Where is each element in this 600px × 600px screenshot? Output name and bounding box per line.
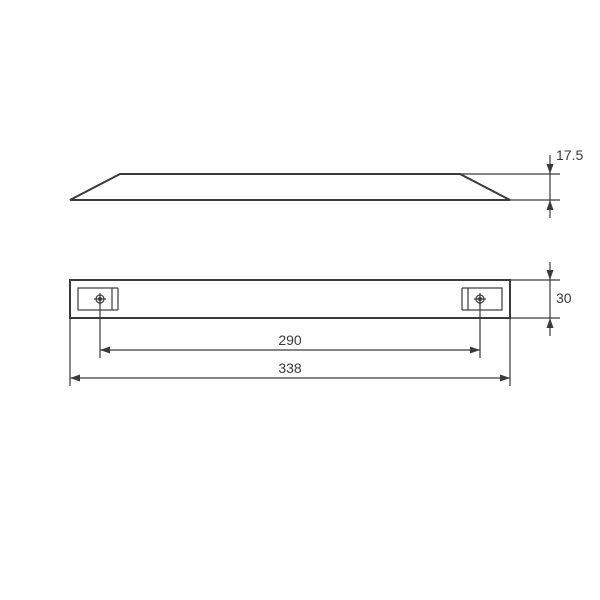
side-view: 17.5 xyxy=(70,147,583,218)
dim-side-height-label: 17.5 xyxy=(556,147,583,163)
dim-front-height: 30 xyxy=(510,262,572,336)
technical-drawing: 17.5 290 xyxy=(0,0,600,600)
side-profile xyxy=(70,174,510,200)
dim-overall-label: 338 xyxy=(278,360,302,376)
dim-overall-length: 338 xyxy=(70,360,510,382)
dim-side-height: 17.5 xyxy=(460,147,583,218)
dim-front-height-label: 30 xyxy=(556,290,572,306)
dim-hole-centers: 290 xyxy=(100,332,480,354)
dim-hole-centers-label: 290 xyxy=(278,332,302,348)
front-view: 290 338 30 xyxy=(70,262,572,386)
front-body xyxy=(70,280,510,318)
